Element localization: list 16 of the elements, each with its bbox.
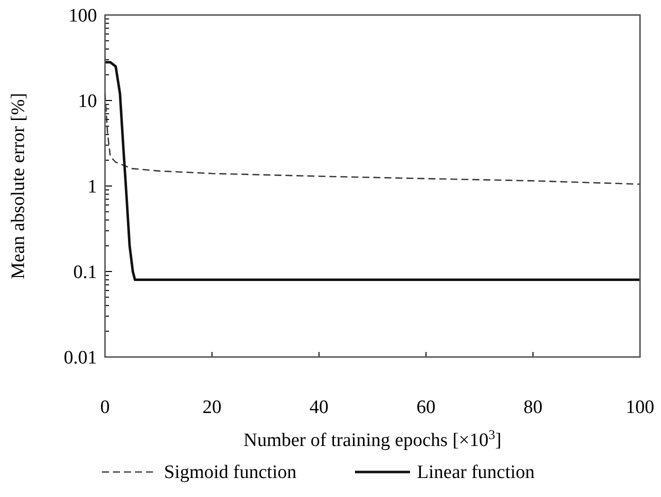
legend-label: Sigmoid function — [164, 462, 297, 483]
y-axis-title: Mean absolute error [%] — [8, 92, 29, 280]
x-axis-title: Number of training epochs [×10$^{3}$] — [244, 426, 502, 451]
y-tick-label: 100 — [68, 6, 97, 27]
legend-label: Linear function — [417, 462, 536, 483]
x-tick-label: 100 — [626, 397, 654, 418]
x-tick-label: 80 — [524, 397, 542, 418]
x-tick-label: 0 — [100, 397, 110, 418]
y-tick-label: 0.01 — [64, 348, 97, 369]
y-tick-label: 10 — [78, 91, 97, 112]
x-tick-label: 20 — [202, 397, 222, 418]
y-tick-label: 1 — [88, 176, 97, 198]
x-tick-label: 40 — [310, 397, 328, 418]
y-tick-label: 0.1 — [73, 262, 97, 284]
line-series — [104, 61, 642, 282]
x-tick-label: 60 — [416, 397, 436, 418]
